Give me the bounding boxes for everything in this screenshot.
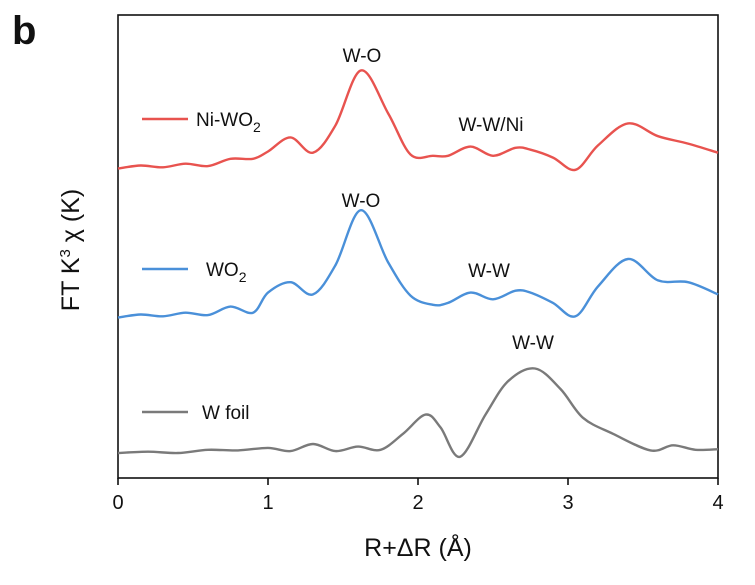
legend-label-ni-wo2-base: Ni-WO — [196, 110, 253, 131]
annotation-ww-w-foil: W-W — [512, 333, 554, 354]
y-axis-label-rest: χ (K) — [57, 189, 85, 249]
legend-label-ni-wo2-sub: 2 — [253, 119, 261, 135]
x-tick-label: 2 — [412, 492, 423, 514]
legend: Ni-WO2 WO2 W foil — [142, 110, 261, 424]
annotation-wo-ni-wo2: W-O — [343, 46, 382, 67]
annotation-ww-wo2: W-W — [468, 261, 510, 282]
y-axis-label-base: FT K — [57, 257, 85, 311]
annotation-wo-wo2: W-O — [342, 191, 381, 212]
legend-label-wo2-sub: 2 — [239, 269, 247, 285]
legend-label-w-foil: W foil — [202, 403, 250, 424]
annotation-ww-ni-ni-wo2: W-W/Ni — [458, 115, 523, 136]
x-tick-label: 4 — [712, 492, 723, 514]
x-tick-label: 0 — [112, 492, 123, 514]
series-layer — [117, 69, 719, 458]
x-tick-label: 1 — [262, 492, 273, 514]
x-tick-label: 3 — [562, 492, 573, 514]
x-axis-label: R+ΔR (Å) — [364, 532, 472, 562]
series-line-wo2 — [117, 209, 719, 319]
legend-label-ni-wo2: Ni-WO2 — [196, 110, 261, 135]
x-axis-ticks: 0 1 2 3 4 — [112, 478, 724, 514]
series-line-w-foil — [117, 367, 719, 458]
series-line-ni-wo2 — [117, 69, 719, 172]
y-axis-label: FT K3 χ (K) — [57, 189, 85, 311]
legend-label-wo2-base: WO — [206, 260, 239, 281]
panel-label: b — [12, 9, 36, 53]
legend-label-wo2: WO2 — [206, 260, 247, 285]
y-axis-label-sup: 3 — [57, 249, 74, 257]
